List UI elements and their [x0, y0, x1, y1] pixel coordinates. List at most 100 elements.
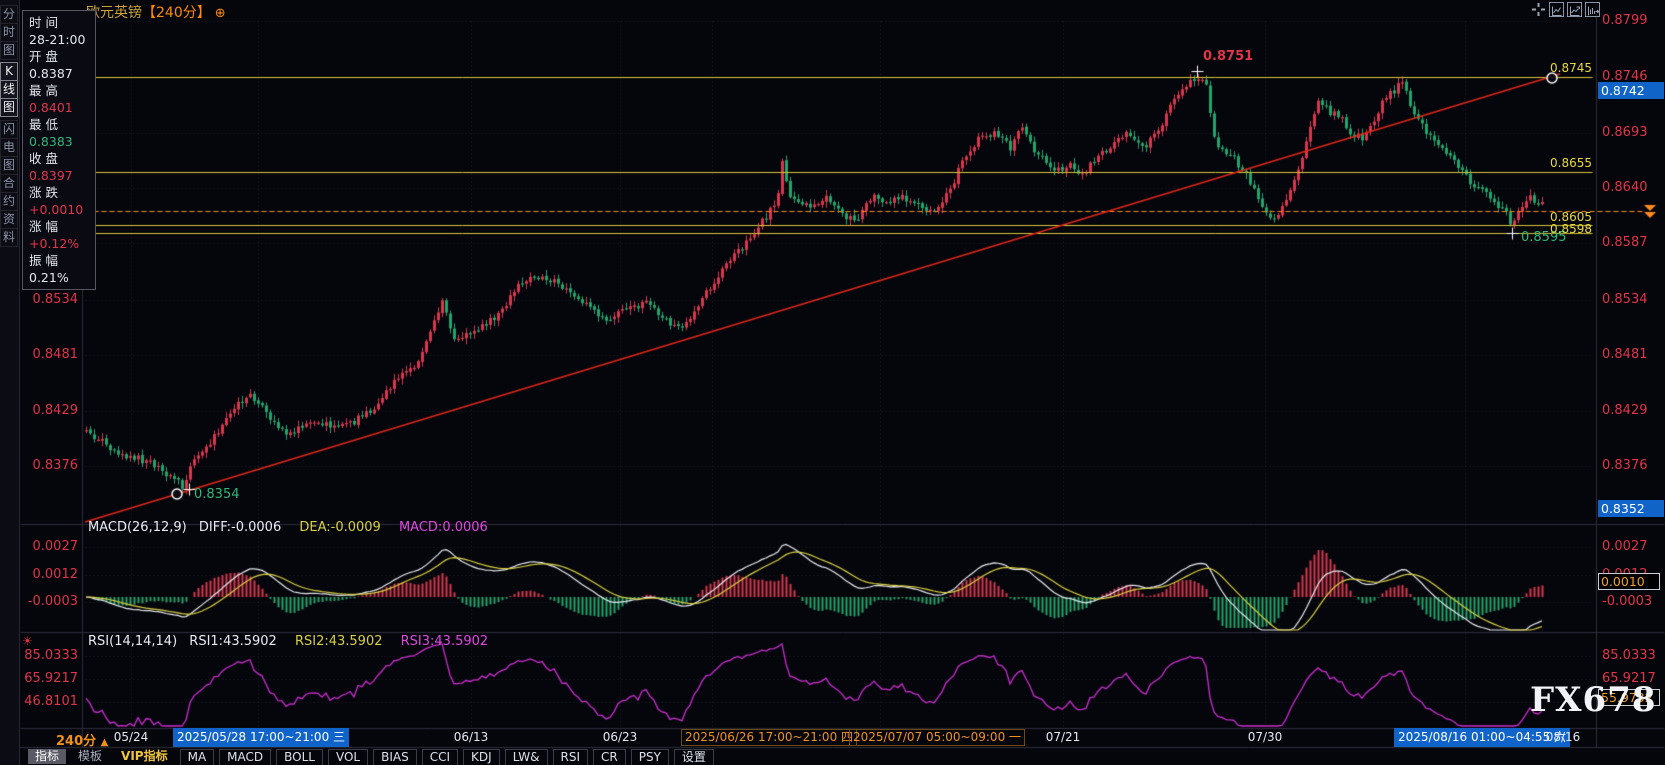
price-axis-label-left: 0.8376 — [32, 458, 79, 473]
sidebar-tab-char: 图 — [0, 156, 18, 175]
hline-label-1: 0.8745 — [1550, 61, 1592, 75]
axis-annotate-icon[interactable] — [1567, 2, 1582, 17]
toolbar-item-cr[interactable]: CR — [593, 748, 626, 765]
sidebar-tab-char: 电 — [0, 138, 18, 157]
macd-last-value-box: 0.0010 — [1598, 573, 1660, 590]
price-axis-label-right: 0.8376 — [1602, 458, 1648, 473]
period-arrow-icon: ▲ — [100, 737, 109, 748]
toolbar-item-kdj[interactable]: KDJ — [463, 748, 500, 765]
macd-axis-label-left: 0.0012 — [32, 567, 79, 582]
macd-bar-value: MACD:0.0006 — [398, 520, 488, 535]
macd-params-label: MACD(26,12,9) — [88, 520, 187, 535]
time-tick-label: 07/21 — [1045, 730, 1081, 744]
toolbar-item-vip指标[interactable]: VIP指标 — [121, 749, 168, 763]
price-axis-label-left: 0.8481 — [32, 347, 79, 362]
time-range-highlight: 2025/08/16 01:00~04:55 六 — [1394, 728, 1571, 747]
rsi1-value: RSI1:43.5902 — [189, 634, 277, 649]
swing-low-label: 0.8595 — [1521, 230, 1567, 245]
tooltip-field-value: +0.12% — [29, 236, 80, 251]
sidebar-tab-1[interactable]: 分时图 — [0, 5, 18, 60]
tooltip-field-value: 0.21% — [29, 270, 69, 285]
price-axis-label-right: 0.8587 — [1602, 235, 1648, 250]
toolbar-item-psy[interactable]: PSY — [630, 748, 669, 765]
time-tick-label: 05/24 — [113, 730, 149, 744]
fx678-watermark: FX678 — [1530, 680, 1657, 720]
rsi-axis-label-right: 65.9217 — [1602, 671, 1656, 686]
trendline-end-price-box: 0.8742 — [1598, 82, 1664, 99]
tooltip-field-label: 最 低 — [29, 117, 58, 132]
pan-tool-icon[interactable] — [1531, 2, 1546, 17]
price-axis-label-right: 0.8429 — [1602, 403, 1648, 418]
tooltip-field-value: 28-21:00 — [29, 32, 86, 47]
toolbar-item-vol[interactable]: VOL — [327, 748, 369, 765]
toolbar-item-rsi[interactable]: RSI — [552, 748, 588, 765]
tooltip-field-label: 涨 幅 — [29, 219, 58, 234]
sidebar-tab-3[interactable]: 闪电图 — [0, 120, 18, 175]
sidebar-tab-char: 约 — [0, 192, 18, 211]
tooltip-field-label: 涨 跌 — [29, 185, 58, 200]
sidebar-tab-char: 分 — [0, 5, 18, 24]
toolbar-item-boll[interactable]: BOLL — [276, 748, 323, 765]
time-range-marker: 2025/07/07 05:00~09:00 一 — [849, 729, 1026, 746]
tooltip-field-label: 收 盘 — [29, 151, 58, 166]
rsi-settings-icon[interactable]: ☀ — [22, 634, 33, 648]
rsi-params-label: RSI(14,14,14) — [88, 634, 178, 649]
toolbar-item-lw[interactable]: LW& — [504, 748, 548, 765]
price-axis-label-right: 0.8746 — [1602, 69, 1648, 84]
rsi-last-value-box: 55.9732 — [1598, 689, 1660, 706]
symbol-name: 欧元英镑 — [86, 5, 142, 21]
add-indicator-icon[interactable]: ⊕ — [214, 6, 226, 21]
macd-header: MACD(26,12,9) DI​FF:-0.0006 DEA:-0.0009 … — [88, 520, 488, 535]
jump-latest-icon[interactable] — [1585, 2, 1600, 17]
toolbar-item-设置[interactable]: 设置 — [673, 748, 714, 765]
price-axis-label-right: 0.8481 — [1602, 347, 1648, 362]
toolbar-item-模板[interactable]: 模板 — [78, 749, 103, 763]
toolbar-item-指标[interactable]: 指标 — [28, 749, 67, 764]
chart-toolbar-icons — [1531, 2, 1600, 17]
axis-scale-icon[interactable] — [1549, 2, 1564, 17]
period-selector[interactable]: 240分 ▲ — [56, 730, 108, 749]
tooltip-field-label: 最 高 — [29, 83, 58, 98]
price-axis-label-right: 0.8693 — [1602, 125, 1648, 140]
trendline-start-price-box: 0.8352 — [1598, 500, 1664, 517]
price-axis-label-left: 0.8429 — [32, 403, 79, 418]
rsi-axis-label-left: 46.8101 — [24, 694, 78, 709]
macd-axis-label-right: 0.0027 — [1602, 539, 1648, 554]
sidebar-tab-char: 图 — [0, 98, 18, 117]
sidebar-tab-char: K — [0, 62, 18, 81]
interval-tag: 【240分】 — [142, 5, 211, 21]
toolbar-item-macd[interactable]: MACD — [219, 748, 272, 765]
indicator-toolbar: 指标 模板 VIP指标 MA MACD BOLL VOL BIAS CCI KDJ LW& RSI CR… — [20, 748, 1665, 765]
tooltip-field-value: 0.8397 — [29, 168, 73, 183]
tooltip-field-label: 振 幅 — [29, 253, 58, 268]
time-tick-label: 07/30 — [1247, 730, 1283, 744]
macd-dea-value: DEA:-0.0009 — [299, 520, 381, 535]
price-axis-label-right: 0.8799 — [1602, 13, 1648, 28]
sidebar-tab-4[interactable]: 合约资料 — [0, 174, 18, 247]
sidebar-tab-char: 资 — [0, 210, 18, 229]
ohlc-tooltip: 时 间 28-21:00 开 盘 0.8387 最 高 0.8401 最 低 0.8383 收 … — [22, 10, 96, 290]
sidebar-tab-char: 时 — [0, 23, 18, 42]
sidebar-tab-char: 线 — [0, 80, 18, 99]
sidebar-tab-char: 闪 — [0, 120, 18, 139]
toolbar-item-ma[interactable]: MA — [179, 748, 215, 765]
tooltip-field-value: 0.8387 — [29, 66, 73, 81]
sidebar-tab-char: 图 — [0, 41, 18, 60]
macd-axis-label-right: -0.0003 — [1602, 594, 1653, 609]
hline-label-2: 0.8655 — [1550, 156, 1592, 170]
rsi-axis-label-left: 85.0333 — [24, 648, 78, 663]
toolbar-item-cci[interactable]: CCI — [421, 748, 459, 765]
lowest-price-label: 0.8354 — [194, 487, 240, 502]
hline-label-4: 0.8598 — [1550, 222, 1592, 236]
time-tick-label: 08/16 — [1545, 730, 1581, 744]
tooltip-field-value: +0.0010 — [29, 202, 84, 217]
rsi2-value: RSI2:43.5902 — [294, 634, 383, 649]
time-axis: 240分 ▲ 05/24 2025/05/28 17:00~21:00 三 06/1… — [0, 728, 1665, 749]
period-label: 240分 — [56, 734, 97, 749]
toolbar-item-bias[interactable]: BIAS — [373, 748, 417, 765]
macd-axis-label-left: -0.0003 — [27, 594, 78, 609]
highest-price-label: 0.8751 — [1203, 49, 1254, 64]
